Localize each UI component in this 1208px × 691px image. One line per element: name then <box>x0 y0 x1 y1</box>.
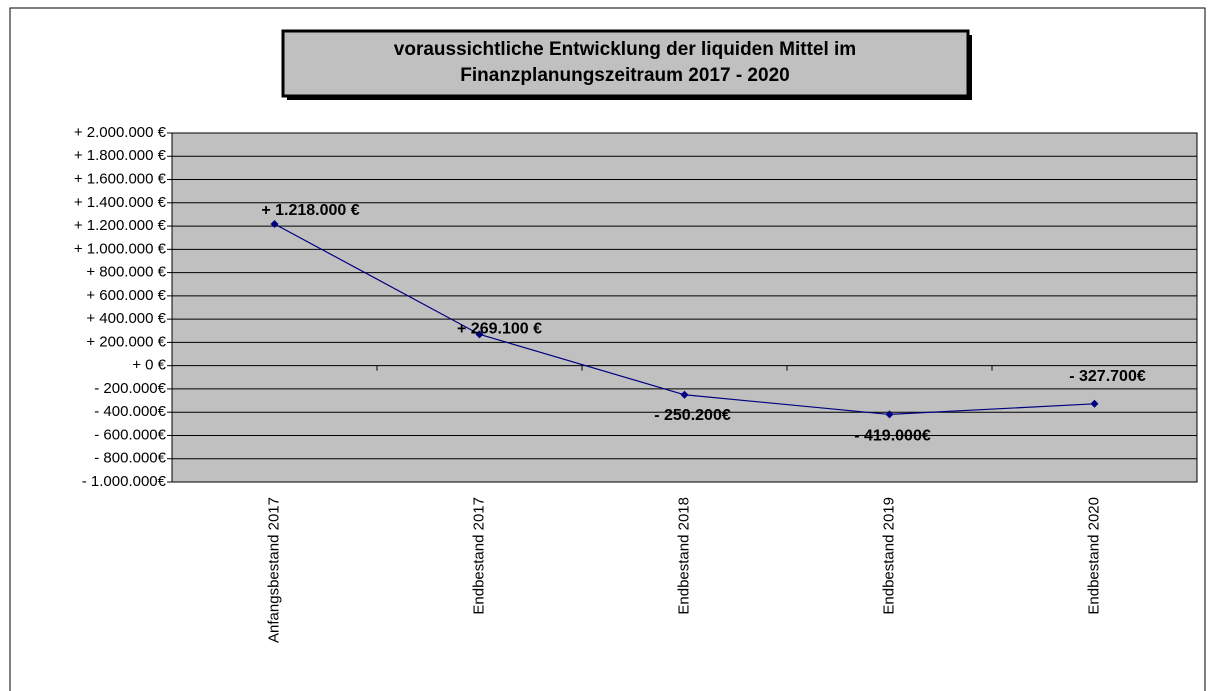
y-tick-label: - 800.000€ <box>94 450 166 467</box>
point <box>1090 399 1099 408</box>
data-label: - 419.000€ <box>854 428 931 445</box>
y-tick-label: + 1.000.000 € <box>74 240 167 257</box>
data-label: - 327.700€ <box>1069 368 1146 385</box>
point <box>475 330 484 339</box>
point <box>270 219 279 228</box>
x-tick-label: Endbestand 2019 <box>880 497 897 615</box>
x-tick-label: Endbestand 2017 <box>470 497 487 615</box>
plot-area <box>171 132 1198 483</box>
y-tick-label: + 1.600.000 € <box>74 171 167 188</box>
y-tick-label: + 800.000 € <box>86 264 166 281</box>
data-label: + 269.100 € <box>457 321 542 338</box>
data-label: + 1.218.000 € <box>261 202 359 219</box>
x-tick-label: Endbestand 2020 <box>1085 497 1102 615</box>
x-tick-label: Anfangsbestand 2017 <box>265 497 282 643</box>
y-tick-label: - 1.000.000€ <box>82 473 167 490</box>
y-tick-label: - 200.000€ <box>94 380 166 397</box>
y-tick-label: + 600.000 € <box>86 287 166 304</box>
y-tick-label: + 1.200.000 € <box>74 217 167 234</box>
y-tick-label: + 0 € <box>132 357 166 374</box>
title-box <box>281 29 970 98</box>
y-tick-label: + 1.800.000 € <box>74 147 167 164</box>
y-tick-label: - 600.000€ <box>94 426 166 443</box>
y-tick-label: + 200.000 € <box>86 333 166 350</box>
y-tick-label: - 400.000€ <box>94 403 166 420</box>
chart-title: voraussichtliche Entwicklung der liquide… <box>394 39 856 60</box>
point <box>680 390 689 399</box>
y-tick-label: + 2.000.000 € <box>74 124 167 141</box>
y-tick-label: + 1.400.000 € <box>74 194 167 211</box>
chart-title: Finanzplanungszeitraum 2017 - 2020 <box>460 65 789 86</box>
y-tick-label: + 400.000 € <box>86 310 166 327</box>
x-tick-label: Endbestand 2018 <box>675 497 692 615</box>
point <box>885 410 894 419</box>
data-label: - 250.200€ <box>654 407 731 424</box>
